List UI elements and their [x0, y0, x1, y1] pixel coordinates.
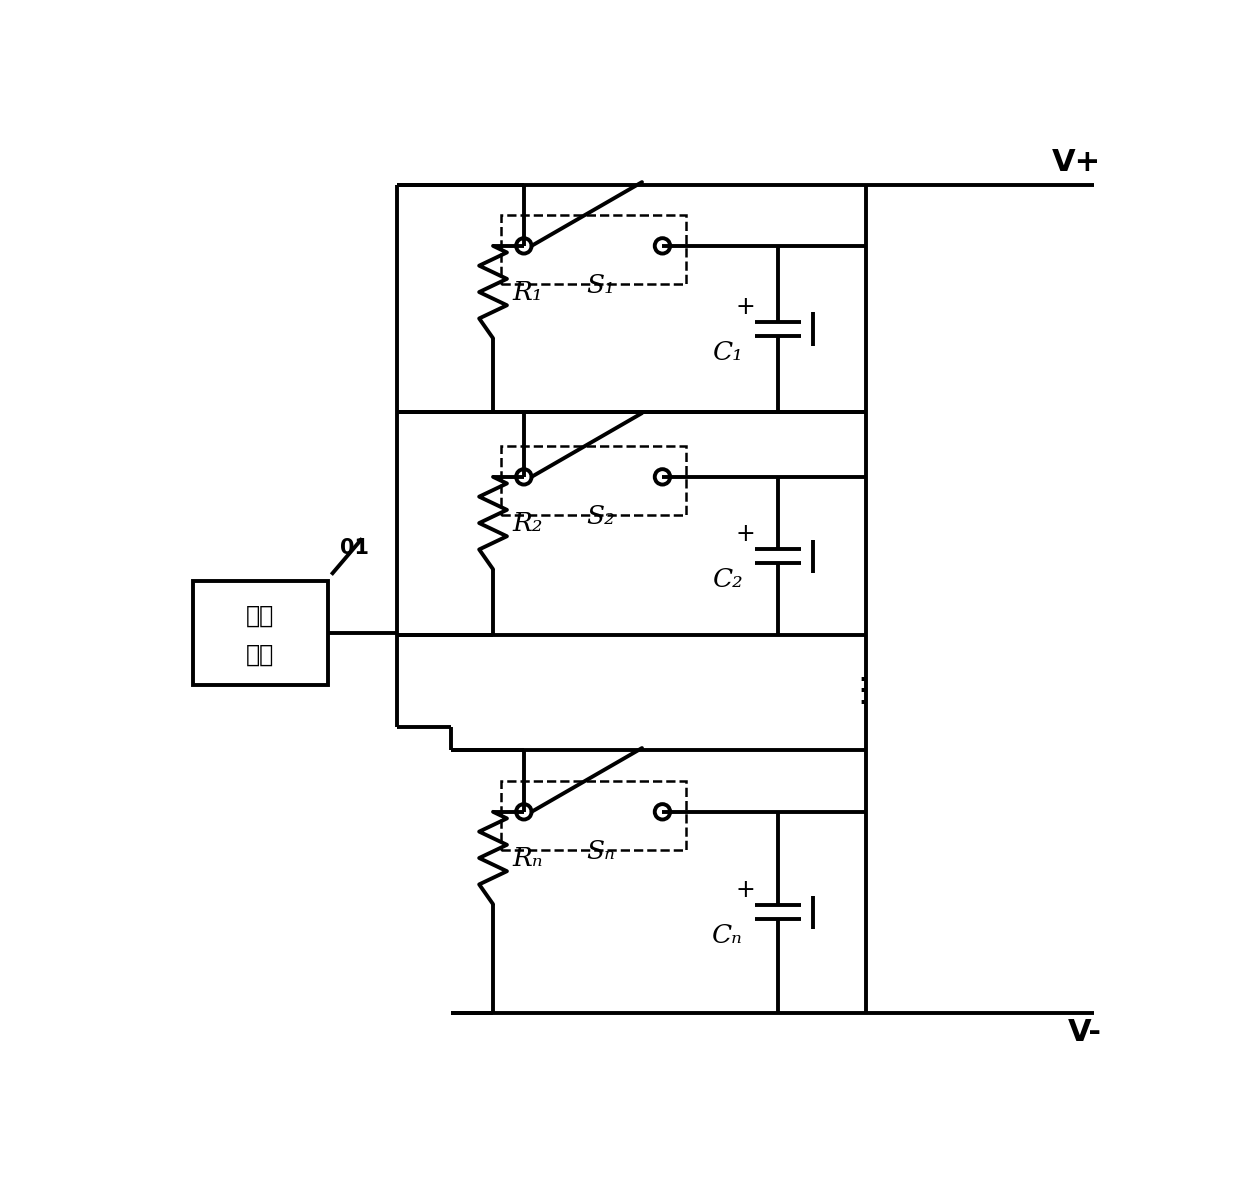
Text: Sₙ: Sₙ [587, 838, 615, 863]
Text: ·: · [857, 688, 868, 721]
Text: C₁: C₁ [713, 340, 743, 365]
Text: R₁: R₁ [512, 279, 543, 304]
Text: ·: · [857, 677, 868, 710]
Text: +: + [735, 877, 755, 902]
Text: +: + [735, 295, 755, 319]
Text: S₂: S₂ [587, 504, 615, 529]
Bar [192, 580, 327, 685]
Text: C₂: C₂ [713, 567, 743, 592]
Text: V+: V+ [1052, 149, 1101, 177]
Bar [501, 446, 686, 515]
Bar [501, 781, 686, 850]
Text: S₁: S₁ [587, 272, 615, 297]
Text: V-: V- [1068, 1019, 1101, 1048]
Text: 控制: 控制 [246, 604, 274, 628]
Text: 模块: 模块 [246, 642, 274, 666]
Text: +: + [735, 522, 755, 546]
Text: Cₙ: Cₙ [713, 923, 743, 948]
Text: ·: · [857, 665, 868, 698]
Text: Rₙ: Rₙ [512, 845, 543, 870]
Text: R₂: R₂ [512, 510, 543, 535]
Text: 01: 01 [340, 539, 370, 559]
Bar [501, 215, 686, 284]
